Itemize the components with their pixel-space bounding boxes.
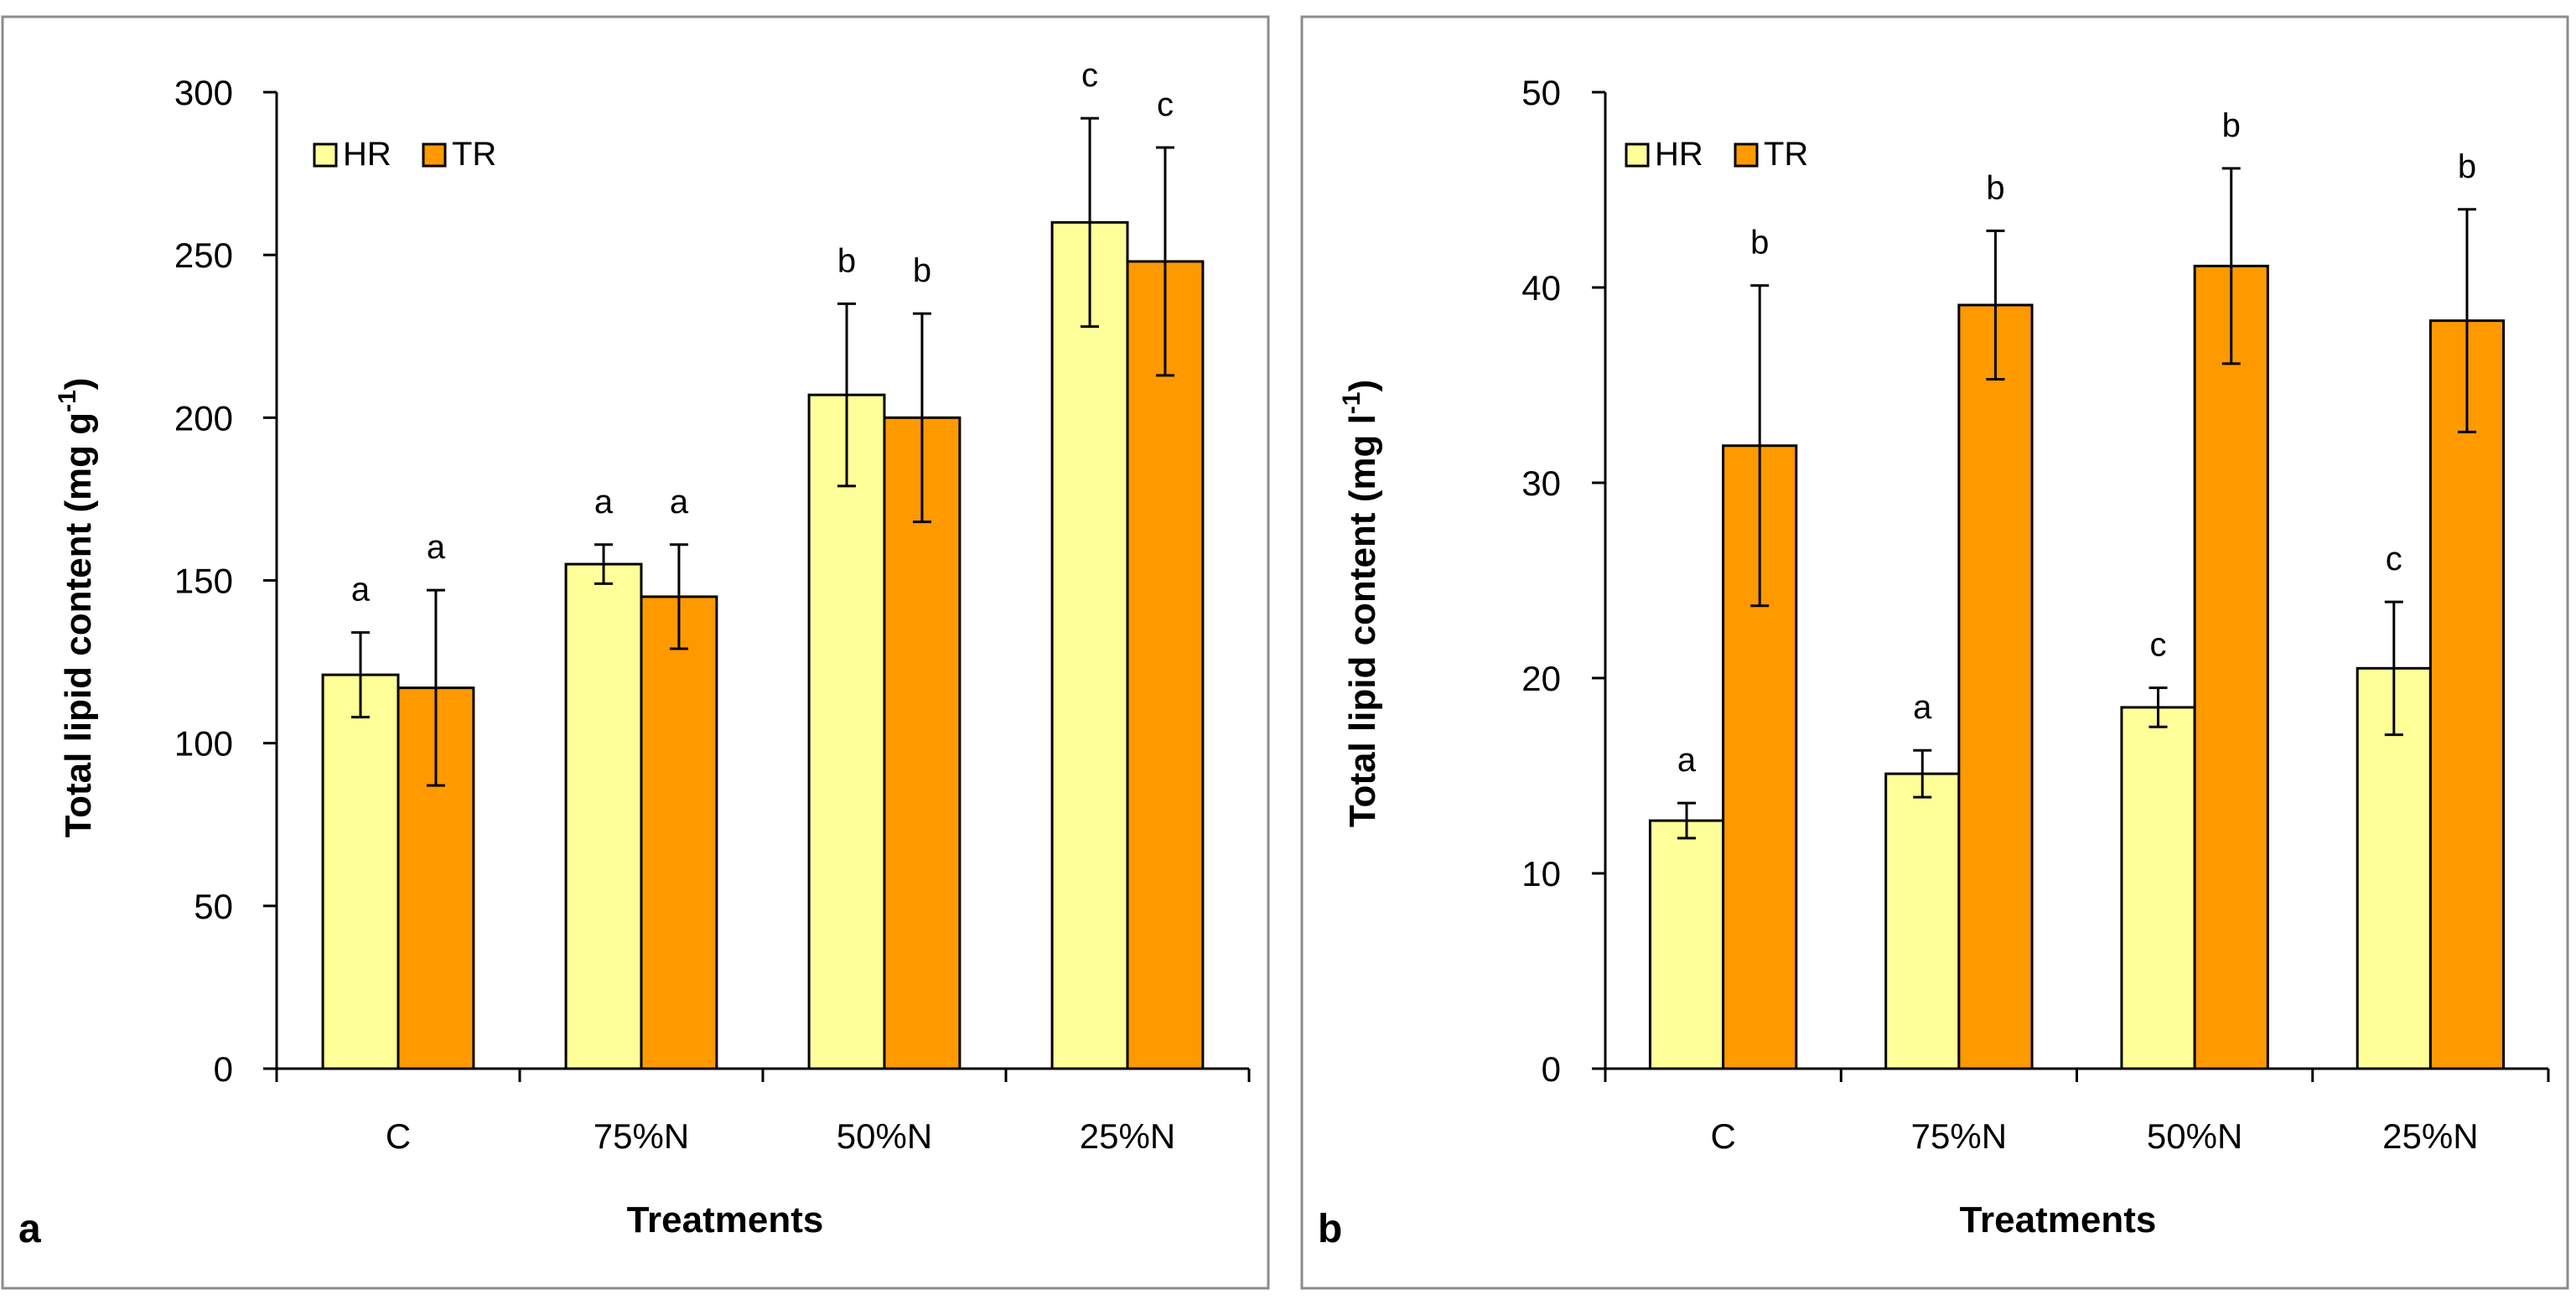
y-axis-title-superscript: -1: [1338, 392, 1366, 415]
panel-letter: a: [18, 1207, 41, 1251]
y-tick-label: 200: [174, 398, 233, 438]
significance-label: b: [1750, 225, 1769, 262]
y-tick-label: 250: [174, 236, 233, 275]
significance-label: c: [1081, 57, 1098, 94]
significance-label: b: [2458, 148, 2476, 185]
significance-label: b: [837, 242, 856, 279]
bar-hr: [564, 562, 643, 1070]
significance-label: b: [1986, 169, 2004, 206]
y-axis-title: Total lipid content (mg g-1): [54, 378, 99, 838]
panel-letter: b: [1318, 1207, 1342, 1251]
y-axis-title-end: ): [1342, 380, 1383, 392]
bar-hr: [1884, 772, 1961, 1070]
legend-swatch-tr: [1734, 142, 1759, 168]
x-tick-label: 50%N: [837, 1116, 932, 1156]
legend-swatch-tr: [422, 142, 447, 168]
y-axis-title-main: Total lipid content (mg l: [1342, 414, 1383, 827]
bar-tr: [640, 595, 718, 1070]
y-tick-label: 10: [1521, 854, 1561, 893]
y-axis-title: Total lipid content (mg l-1): [1338, 380, 1383, 827]
bar-hr: [1648, 819, 1725, 1070]
significance-label: a: [594, 484, 614, 520]
y-tick-label: 30: [1521, 463, 1561, 503]
bar-hr: [2120, 706, 2196, 1070]
chart-panel-b: b Treatments Total lipid content (mg l-1…: [1318, 73, 2550, 1251]
chart-panel-a: a Treatments Total lipid content (mg g-1…: [18, 57, 1251, 1251]
x-axis-title: Treatments: [627, 1199, 824, 1240]
panel-a-frame: [1, 15, 1270, 1290]
bar-hr: [807, 393, 886, 1070]
bar-hr: [321, 673, 400, 1070]
y-tick-label: 150: [174, 562, 233, 601]
y-tick-label: 50: [194, 887, 233, 926]
y-axis-title-superscript: -1: [54, 390, 81, 412]
panel-b-frame: [1300, 15, 2569, 1290]
significance-label: a: [351, 572, 371, 608]
legend-label: TR: [1764, 136, 1808, 173]
x-tick-label: 25%N: [1080, 1116, 1175, 1156]
significance-label: b: [2222, 107, 2241, 144]
y-axis-title-main: Total lipid content (mg g: [58, 412, 99, 838]
x-axis-title: Treatments: [1960, 1199, 2157, 1240]
significance-label: b: [913, 252, 931, 289]
bar-tr: [1957, 303, 2034, 1070]
legend-swatch-hr: [313, 142, 338, 168]
x-tick-label: C: [386, 1116, 411, 1156]
significance-label: a: [427, 529, 446, 566]
significance-label: a: [1913, 689, 1932, 726]
significance-label: a: [670, 484, 689, 520]
legend-label: TR: [452, 136, 496, 173]
bar-tr: [1126, 260, 1205, 1070]
bar-tr: [883, 416, 961, 1070]
legend-swatch-hr: [1625, 142, 1650, 168]
bar-hr: [1050, 220, 1129, 1070]
x-tick-label: 25%N: [2382, 1116, 2478, 1156]
significance-label: a: [1677, 742, 1697, 779]
y-axis-title-end: ): [58, 378, 99, 391]
x-tick-label: 75%N: [1911, 1116, 2007, 1156]
y-tick-label: 100: [174, 724, 233, 764]
y-tick-label: 40: [1521, 268, 1561, 308]
legend-label: HR: [1655, 136, 1703, 173]
y-tick-label: 0: [1542, 1049, 1561, 1089]
significance-label: c: [2150, 627, 2167, 664]
y-tick-label: 50: [1521, 73, 1561, 112]
significance-label: c: [2386, 541, 2402, 577]
significance-label: c: [1157, 86, 1174, 123]
x-tick-label: 50%N: [2147, 1116, 2242, 1156]
y-tick-label: 20: [1521, 659, 1561, 698]
legend-label: HR: [343, 136, 391, 173]
y-tick-label: 300: [174, 73, 233, 112]
bar-tr: [2428, 319, 2506, 1070]
bar-tr: [2193, 264, 2269, 1070]
y-tick-label: 0: [214, 1049, 233, 1089]
x-tick-label: C: [1710, 1116, 1735, 1156]
x-tick-label: 75%N: [593, 1116, 689, 1156]
